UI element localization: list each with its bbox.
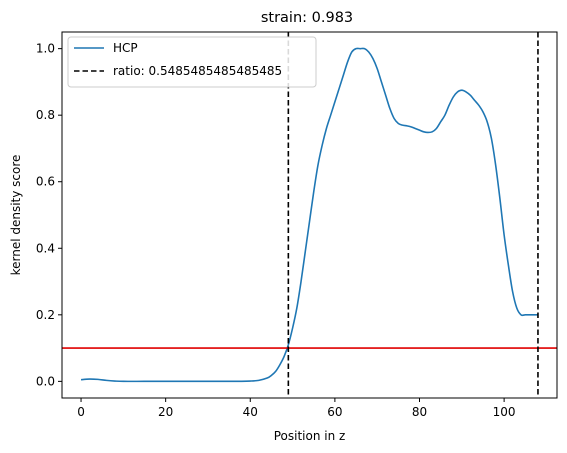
x-tick-label: 40 [243,405,258,419]
plot-area [62,32,557,398]
y-tick-label: 1.0 [36,42,55,56]
series-line-hcp [80,47,538,383]
chart-title: strain: 0.983 [261,10,353,26]
y-axis: 0.0 0.2 0.4 0.6 0.8 1.0 [36,42,62,388]
x-tick-label: 0 [77,405,85,419]
y-tick-label: 0.4 [36,241,55,255]
legend-box [67,36,317,88]
y-tick-label: 0.2 [36,308,55,322]
y-tick-label: 0.0 [36,374,55,388]
y-tick-label: 0.8 [36,108,55,122]
x-tick-label: 80 [412,405,427,419]
legend-label-ratio: ratio: 0.5485485485485485 [113,64,282,78]
legend-label-hcp: HCP [113,41,138,55]
y-axis-title: kernel density score [9,155,23,276]
y-tick-label: 0.6 [36,175,55,189]
x-tick-label: 20 [158,405,173,419]
legend: HCP ratio: 0.5485485485485485 [67,36,317,88]
axes-frame [61,31,558,399]
x-tick-label: 60 [327,405,342,419]
x-axis: 0 20 40 60 80 100 [77,398,516,419]
x-tick-label: 100 [493,405,516,419]
x-axis-title: Position in z [274,429,346,443]
